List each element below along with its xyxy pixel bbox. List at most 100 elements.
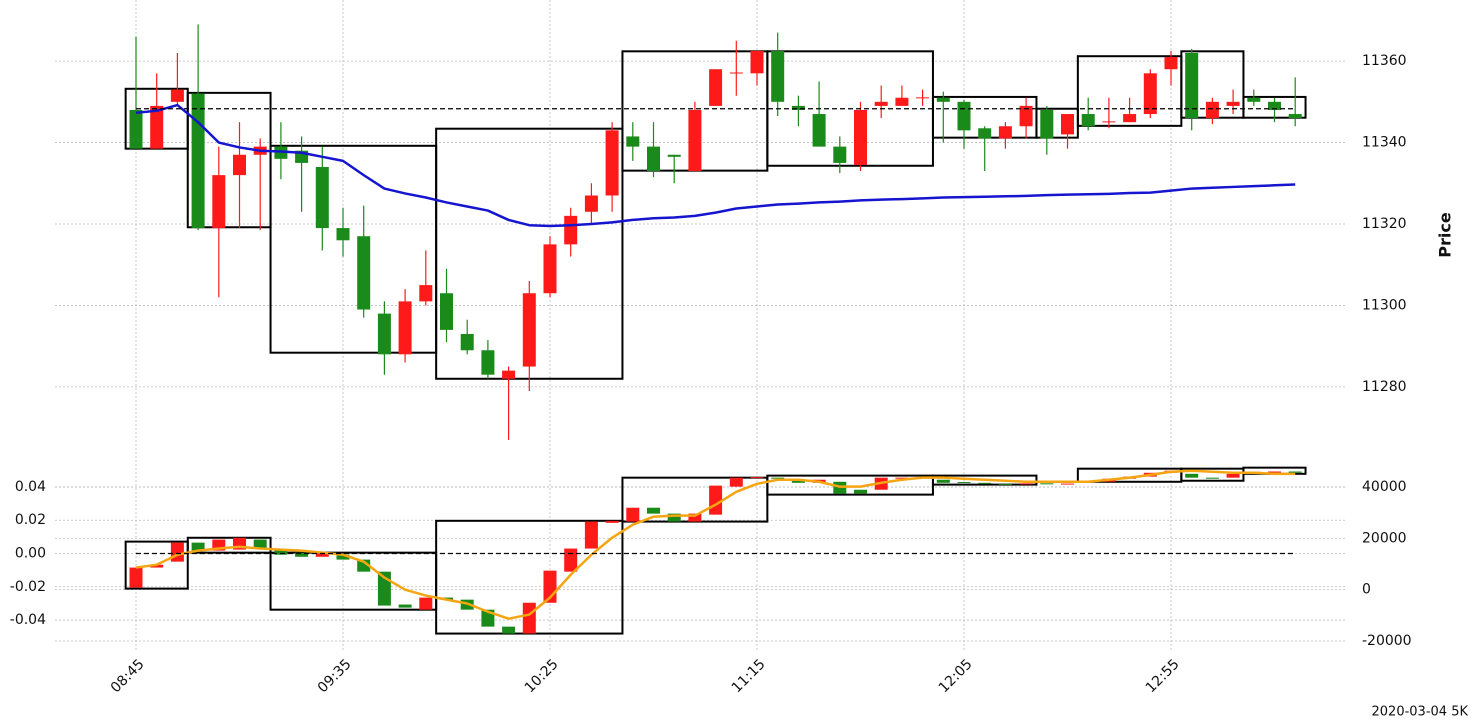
candle-body [688, 109, 702, 172]
candle-body [150, 105, 164, 149]
candle-body [978, 128, 992, 139]
candle-body [936, 97, 950, 102]
candle-body [1040, 109, 1054, 139]
candle-body [895, 97, 909, 106]
candle-body [812, 114, 826, 147]
candle-body [895, 477, 909, 479]
candle-body [543, 244, 557, 294]
candle-body [440, 293, 453, 330]
candle-body [584, 195, 598, 212]
y-tick-label: -0.04 [10, 612, 46, 628]
y-tick-label: 11340 [1362, 135, 1407, 151]
y-tick-label: 11280 [1362, 379, 1407, 395]
candle-body [1268, 101, 1281, 110]
candle-body [419, 597, 433, 610]
candle-body [274, 549, 288, 555]
candle-body [398, 301, 412, 355]
candle-body [191, 93, 205, 229]
candle-body [357, 236, 371, 310]
y2-tick-label: 20000 [1362, 530, 1407, 546]
candle-body [377, 313, 391, 355]
candle-body [916, 97, 930, 99]
candle-body [1102, 121, 1116, 123]
candle-body [1019, 483, 1033, 485]
candle-body [709, 485, 723, 515]
candle-body [170, 89, 184, 102]
candle-body [233, 537, 246, 550]
candle-body [129, 109, 143, 149]
candle-body [874, 101, 888, 106]
annotation: 2020-03-04 5K [1372, 705, 1469, 720]
candle-body [522, 602, 536, 634]
candle-body [1061, 114, 1074, 135]
candle-body [667, 513, 681, 522]
y-tick-label: 0.00 [15, 546, 46, 562]
candle-body [502, 370, 516, 379]
candle-body [1081, 114, 1095, 127]
candle-body [1205, 477, 1219, 479]
candle-body [1143, 73, 1157, 115]
candle-body [771, 477, 785, 479]
candle-body [460, 333, 474, 351]
candle-body [212, 539, 226, 551]
candle-body [1019, 105, 1033, 127]
candle-body [1205, 101, 1219, 119]
candle-body [791, 105, 805, 110]
candle-body [791, 479, 805, 483]
candle-body [150, 564, 164, 568]
y2-tick-label: 0 [1362, 582, 1371, 598]
candle-body [1061, 483, 1074, 485]
range-box [186, 536, 272, 554]
y2-tick-label: 40000 [1362, 479, 1407, 495]
candle-body [667, 154, 681, 157]
candle-body [605, 520, 619, 523]
candle-body [315, 552, 329, 557]
candle-body [1226, 473, 1240, 478]
candle-body [522, 293, 536, 367]
candle-body [191, 542, 205, 551]
candle-body [833, 146, 847, 163]
candle-body [336, 228, 350, 241]
candle-body [212, 175, 226, 229]
candle-body [481, 350, 495, 375]
candle-body [1247, 97, 1261, 102]
candle-body [295, 552, 309, 557]
candle-body [688, 513, 702, 522]
candle-body [253, 539, 267, 548]
candle-body [1288, 114, 1302, 119]
candle-body [315, 166, 329, 229]
candle-body [709, 69, 723, 106]
range-box [621, 476, 769, 523]
candle-body [647, 507, 660, 514]
marks-layer [124, 24, 1307, 635]
y-tick-label: 11300 [1362, 297, 1407, 313]
candle-body [1123, 114, 1137, 123]
candle-body [626, 136, 640, 147]
candle-body [502, 626, 516, 634]
candle-body [605, 130, 619, 196]
candle-body [978, 482, 992, 484]
candle-body [647, 146, 660, 172]
y-tick-label: 0.04 [15, 479, 46, 495]
candle-body [419, 285, 433, 302]
candle-body [584, 521, 598, 549]
candle-body [1185, 52, 1199, 119]
candle-body [1268, 471, 1281, 473]
candle-body [564, 215, 578, 245]
candle-body [129, 567, 143, 588]
candle-body [233, 154, 246, 176]
candle-body [564, 548, 578, 572]
candle-body [854, 109, 867, 165]
candle-body [729, 72, 743, 74]
y-axis-label: Price [1436, 212, 1455, 258]
range-box [931, 474, 1038, 486]
y-tick-label: 11360 [1362, 53, 1407, 69]
candle-body [771, 50, 785, 102]
y-tick-label: 11320 [1362, 216, 1407, 232]
candle-body [170, 542, 184, 562]
candle-body [936, 479, 950, 483]
y-tick-label: 0.02 [15, 512, 46, 528]
range-box [124, 540, 189, 590]
